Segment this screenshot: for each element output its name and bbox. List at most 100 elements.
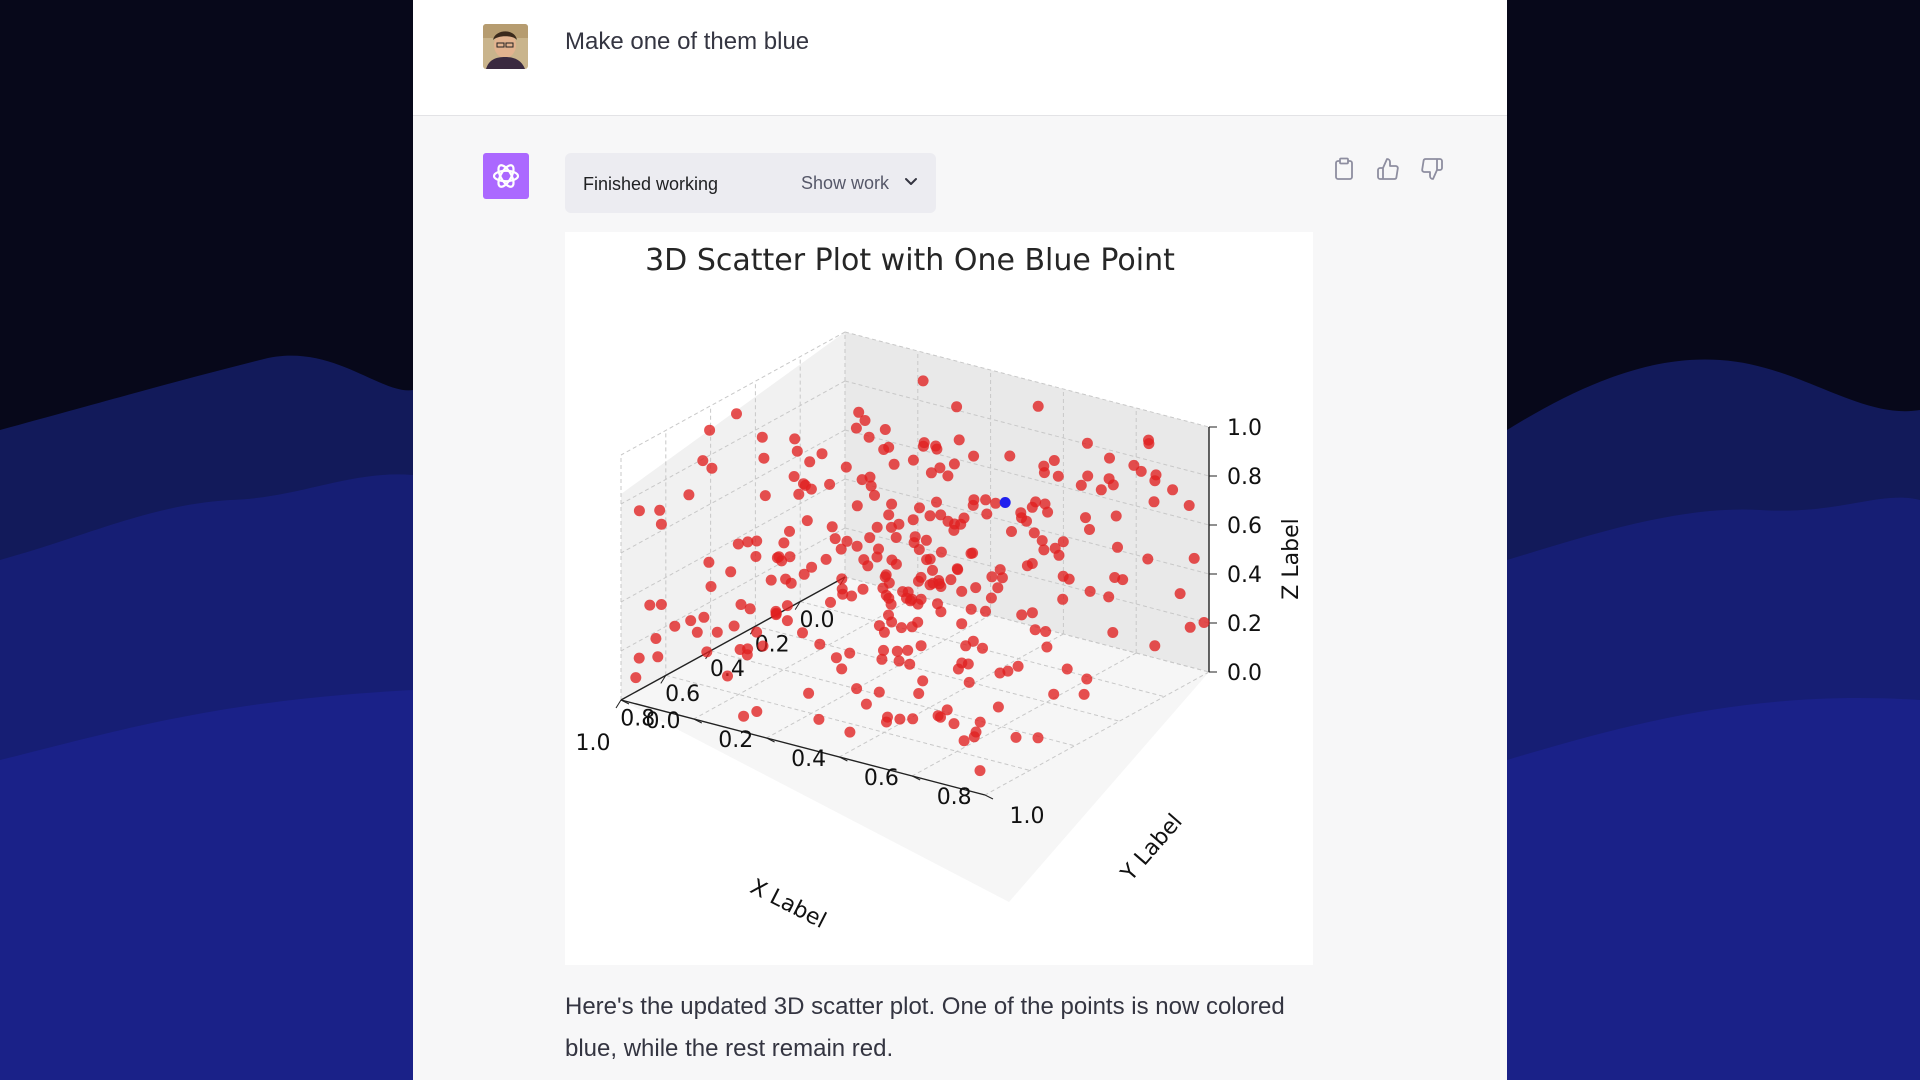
scatter-point-red bbox=[804, 456, 816, 468]
scatter-point-red bbox=[785, 577, 797, 589]
scatter-point-red bbox=[829, 533, 841, 545]
scatter-point-red bbox=[935, 606, 947, 618]
scatter-point-red bbox=[927, 564, 938, 576]
grid-line bbox=[693, 595, 919, 720]
scatter-point-red bbox=[1117, 574, 1129, 586]
scatter-point-red bbox=[974, 765, 986, 777]
scatter-point-red bbox=[886, 498, 898, 510]
x-tick-label: 1.0 bbox=[576, 731, 611, 756]
scatter-point-red bbox=[935, 509, 947, 521]
scatter-point-red bbox=[907, 514, 919, 526]
copy-button[interactable] bbox=[1329, 156, 1359, 186]
y-tick-label: 0.0 bbox=[646, 709, 681, 734]
scatter-point-red bbox=[915, 593, 927, 605]
scatter-point-red bbox=[907, 454, 919, 466]
scatter-point-red bbox=[1032, 732, 1044, 744]
scatter-point-red bbox=[1004, 450, 1016, 462]
scatter-point-red bbox=[1107, 627, 1119, 638]
scatter-point-red bbox=[765, 574, 777, 586]
scatter-point-red bbox=[751, 535, 763, 547]
scatter-point-red bbox=[873, 686, 885, 698]
scatter-point-red bbox=[825, 596, 836, 608]
show-work-button[interactable]: Show work bbox=[797, 168, 923, 198]
scatter-point-red bbox=[835, 543, 847, 555]
scatter-point-red bbox=[878, 644, 889, 656]
scatter-point-red bbox=[813, 713, 825, 725]
scatter-point-red bbox=[967, 635, 979, 647]
scatter-point-red bbox=[906, 593, 918, 605]
y-tick-mark bbox=[839, 756, 848, 762]
scatter-point-red bbox=[1080, 512, 1091, 524]
y-tick-label: 0.4 bbox=[791, 747, 826, 772]
scatter-point-red bbox=[890, 532, 902, 543]
thumbs-up-button[interactable] bbox=[1373, 156, 1403, 186]
scatter-point-red bbox=[1026, 607, 1038, 619]
scatter-point-red bbox=[1015, 507, 1027, 519]
scatter-point-red bbox=[1010, 731, 1022, 743]
scatter-point-red bbox=[956, 585, 968, 597]
scatter-point-red bbox=[781, 600, 793, 612]
scatter-point-red bbox=[1149, 640, 1161, 652]
scatter-point-red bbox=[697, 455, 709, 467]
scatter-point-red bbox=[1183, 500, 1195, 511]
grid-line bbox=[620, 331, 846, 456]
scatter-point-red bbox=[801, 515, 813, 527]
scatter-point-red bbox=[920, 534, 932, 546]
scatter-point-red bbox=[965, 548, 977, 559]
scatter-point-red bbox=[913, 688, 925, 699]
scatter-point-red bbox=[879, 571, 891, 583]
x-tick-label: 0.8 bbox=[620, 706, 655, 731]
scatter-point-red bbox=[953, 434, 965, 446]
scatter-point-red bbox=[691, 626, 703, 638]
scatter-point-red bbox=[784, 551, 796, 563]
scatter-point-red bbox=[891, 645, 903, 657]
scatter-point-red bbox=[781, 615, 793, 627]
scatter-point-red bbox=[685, 615, 697, 627]
z-tick-label: 0.2 bbox=[1227, 612, 1262, 637]
scatter-point-red bbox=[915, 571, 927, 583]
scatter-point-red bbox=[1006, 526, 1017, 537]
scatter-point-red bbox=[738, 710, 750, 722]
grid-line bbox=[766, 614, 991, 739]
scatter-point-red bbox=[791, 445, 803, 457]
scatter-point-red bbox=[735, 599, 747, 610]
scatter-point-red bbox=[893, 655, 905, 667]
scatter-point-red bbox=[1078, 688, 1090, 700]
scatter-point-red bbox=[933, 575, 945, 586]
data-points bbox=[630, 375, 1210, 777]
scatter-point-red bbox=[1184, 621, 1196, 633]
scatter-plot-svg: 0.00.20.40.60.81.00.00.20.40.60.81.00.00… bbox=[576, 243, 1305, 934]
scatter-point-red bbox=[902, 644, 914, 656]
scatter-point-red bbox=[824, 478, 836, 490]
scatter-point-red bbox=[654, 504, 666, 516]
scatter-point-red bbox=[977, 642, 988, 654]
scatter-point-red bbox=[992, 701, 1004, 713]
scatter-point-red bbox=[1198, 617, 1210, 628]
scatter-point-red bbox=[742, 536, 754, 548]
scatter-point-red bbox=[883, 609, 894, 621]
scatter-point-red bbox=[655, 599, 667, 610]
scatter-point-red bbox=[1048, 455, 1060, 466]
x-tick-label: 0.6 bbox=[665, 682, 700, 707]
z-tick-label: 0.0 bbox=[1227, 661, 1262, 686]
scatter-point-red bbox=[904, 658, 916, 670]
scatter-point-red bbox=[994, 564, 1006, 576]
scatter-point-red bbox=[705, 581, 717, 592]
scatter-point-red bbox=[878, 444, 890, 455]
scatter-point-red bbox=[879, 424, 891, 435]
scatter-point-red bbox=[814, 638, 826, 650]
thumbs-down-button[interactable] bbox=[1417, 156, 1447, 186]
scatter-point-red bbox=[907, 713, 919, 725]
scatter-point-red bbox=[948, 718, 960, 730]
scatter-point-red bbox=[704, 424, 716, 436]
scatter-point-red bbox=[759, 490, 771, 502]
scatter-point-red bbox=[871, 521, 883, 533]
scatter-point-red bbox=[915, 640, 927, 652]
scatter-point-red bbox=[945, 574, 957, 586]
scatter-point-red bbox=[865, 480, 877, 492]
scatter-point-red bbox=[869, 489, 880, 501]
x-axis-line bbox=[620, 576, 846, 701]
scatter-point-red bbox=[1143, 434, 1154, 446]
scatter-point-red bbox=[757, 640, 769, 652]
y-axis-label: Y Label bbox=[1116, 809, 1188, 886]
